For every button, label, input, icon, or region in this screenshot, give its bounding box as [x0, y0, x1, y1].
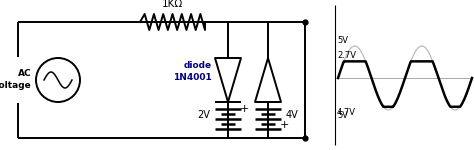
Text: 5V: 5V — [337, 36, 348, 45]
Text: AC: AC — [18, 69, 32, 78]
Text: Voltage: Voltage — [0, 81, 32, 90]
Text: 1N4001: 1N4001 — [173, 74, 212, 82]
Text: 2V: 2V — [197, 110, 210, 120]
Text: 2.7V: 2.7V — [337, 51, 356, 60]
Text: 4V: 4V — [286, 110, 299, 120]
Text: 1KΩ: 1KΩ — [162, 0, 183, 9]
Text: 4.7V: 4.7V — [337, 108, 356, 117]
Text: +: + — [239, 104, 249, 114]
Text: diode: diode — [184, 61, 212, 70]
Text: 5V: 5V — [337, 111, 348, 120]
Text: +: + — [279, 120, 289, 130]
